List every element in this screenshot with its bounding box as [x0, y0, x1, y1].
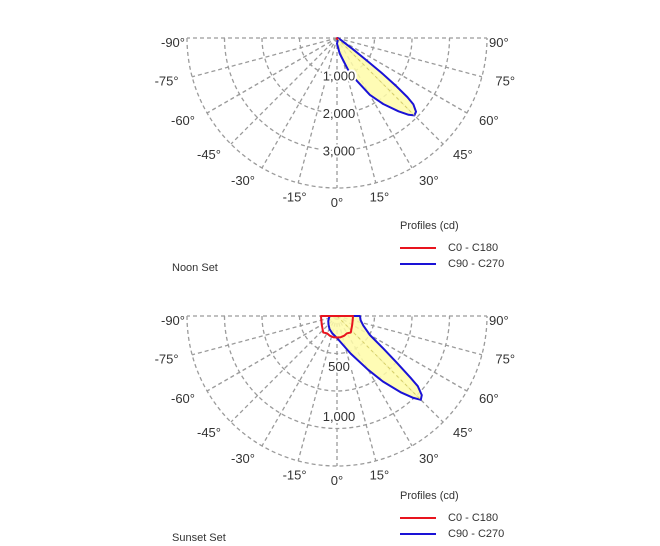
angle-tick-label: 0°: [331, 473, 343, 488]
radial-tick-label: 2,000: [323, 106, 356, 121]
radial-tick-label: 500: [328, 359, 350, 374]
noon-set-legend: Profiles (cd) C0 - C180 C90 - C270: [400, 220, 504, 272]
angle-tick-label: 30°: [419, 451, 439, 466]
angle-tick-label: -75°: [155, 73, 179, 88]
sunset-set-panel: 500 1,000 -90° -75° -60° -45° -30° -15° 0° 15° 30°…: [0, 283, 660, 546]
angle-tick-label: 75°: [495, 73, 515, 88]
series-c0-c180-curve: [320, 315, 354, 339]
radial-tick-label: 3,000: [323, 144, 356, 159]
angle-tick-label: 0°: [331, 195, 343, 210]
legend-label: C90 - C270: [448, 258, 505, 270]
angle-tick-label: -90°: [161, 35, 185, 50]
legend-swatch-blue: [400, 533, 436, 535]
noon-set-label: Noon Set: [172, 262, 218, 274]
legend-item-c0-c180: C0 - C180: [400, 240, 504, 256]
angle-tick-label: 15°: [370, 189, 390, 204]
radial-tick-label: 1,000: [323, 409, 356, 424]
grid-spoke: [297, 37, 338, 184]
grid-spoke: [191, 37, 338, 78]
legend-title: Profiles (cd): [400, 220, 459, 232]
grid-ring: [186, 37, 488, 189]
angle-tick-label: -45°: [197, 425, 221, 440]
legend-swatch-blue: [400, 263, 436, 265]
grid-spoke: [261, 37, 338, 169]
sunset-set-polar-chart: 500 1,000 -90° -75° -60° -45° -30° -15° 0° 15° 30°…: [153, 312, 516, 490]
beam-axis: [336, 37, 415, 116]
angle-tick-label: 75°: [495, 351, 515, 366]
noon-set-panel: 1,000 2,000 3,000 -90° -75° -60° -45° -30° -15° 0…: [153, 34, 516, 274]
grid-spoke: [336, 37, 468, 114]
grid-ring: [186, 315, 488, 467]
angle-tick-label: -30°: [231, 451, 255, 466]
legend-item-c90-c270: C90 - C270: [400, 526, 504, 542]
legend-swatch-red: [400, 517, 436, 519]
angle-tick-label: 60°: [479, 391, 499, 406]
angle-tick-label: 60°: [479, 113, 499, 128]
legend-title: Profiles (cd): [400, 490, 459, 502]
noon-set-polar-chart: 1,000 2,000 3,000 -90° -75° -60° -45° -30° -15° 0…: [153, 34, 516, 212]
legend-item-c0-c180: C0 - C180: [400, 510, 504, 526]
legend-label: C0 - C180: [448, 242, 499, 254]
legend-label: C90 - C270: [448, 528, 505, 540]
series-c0-c180-curve: [335, 37, 339, 40]
grid-spoke: [297, 315, 338, 462]
angle-tick-label: 90°: [489, 313, 509, 328]
angle-tick-label: 15°: [370, 467, 390, 482]
legend-item-c90-c270: C90 - C270: [400, 256, 504, 272]
series-c90-c270-curve: [327, 315, 423, 401]
angle-tick-label: 45°: [453, 425, 473, 440]
legend-swatch-red: [400, 247, 436, 249]
series-c90-c270-curve: [336, 37, 417, 117]
sunset-set-label: Sunset Set: [172, 532, 226, 544]
angle-tick-label: -45°: [197, 147, 221, 162]
grid-spoke: [261, 315, 338, 447]
grid-spoke: [206, 315, 338, 392]
angle-tick-label: -75°: [155, 351, 179, 366]
angle-tick-label: -90°: [161, 313, 185, 328]
angle-tick-label: 90°: [489, 35, 509, 50]
grid-spoke: [230, 37, 338, 145]
sunset-set-legend: Profiles (cd) C0 - C180 C90 - C270: [400, 490, 504, 542]
angle-tick-label: -60°: [171, 113, 195, 128]
grid-spoke: [206, 37, 338, 114]
grid-spoke: [191, 315, 338, 356]
legend-label: C0 - C180: [448, 512, 499, 524]
angle-tick-label: 30°: [419, 173, 439, 188]
angle-tick-label: 45°: [453, 147, 473, 162]
angle-tick-label: -60°: [171, 391, 195, 406]
grid-spoke: [336, 37, 483, 78]
angle-tick-label: -15°: [283, 189, 307, 204]
radial-tick-label: 1,000: [323, 69, 356, 84]
angle-tick-label: -30°: [231, 173, 255, 188]
angle-tick-label: -15°: [283, 467, 307, 482]
